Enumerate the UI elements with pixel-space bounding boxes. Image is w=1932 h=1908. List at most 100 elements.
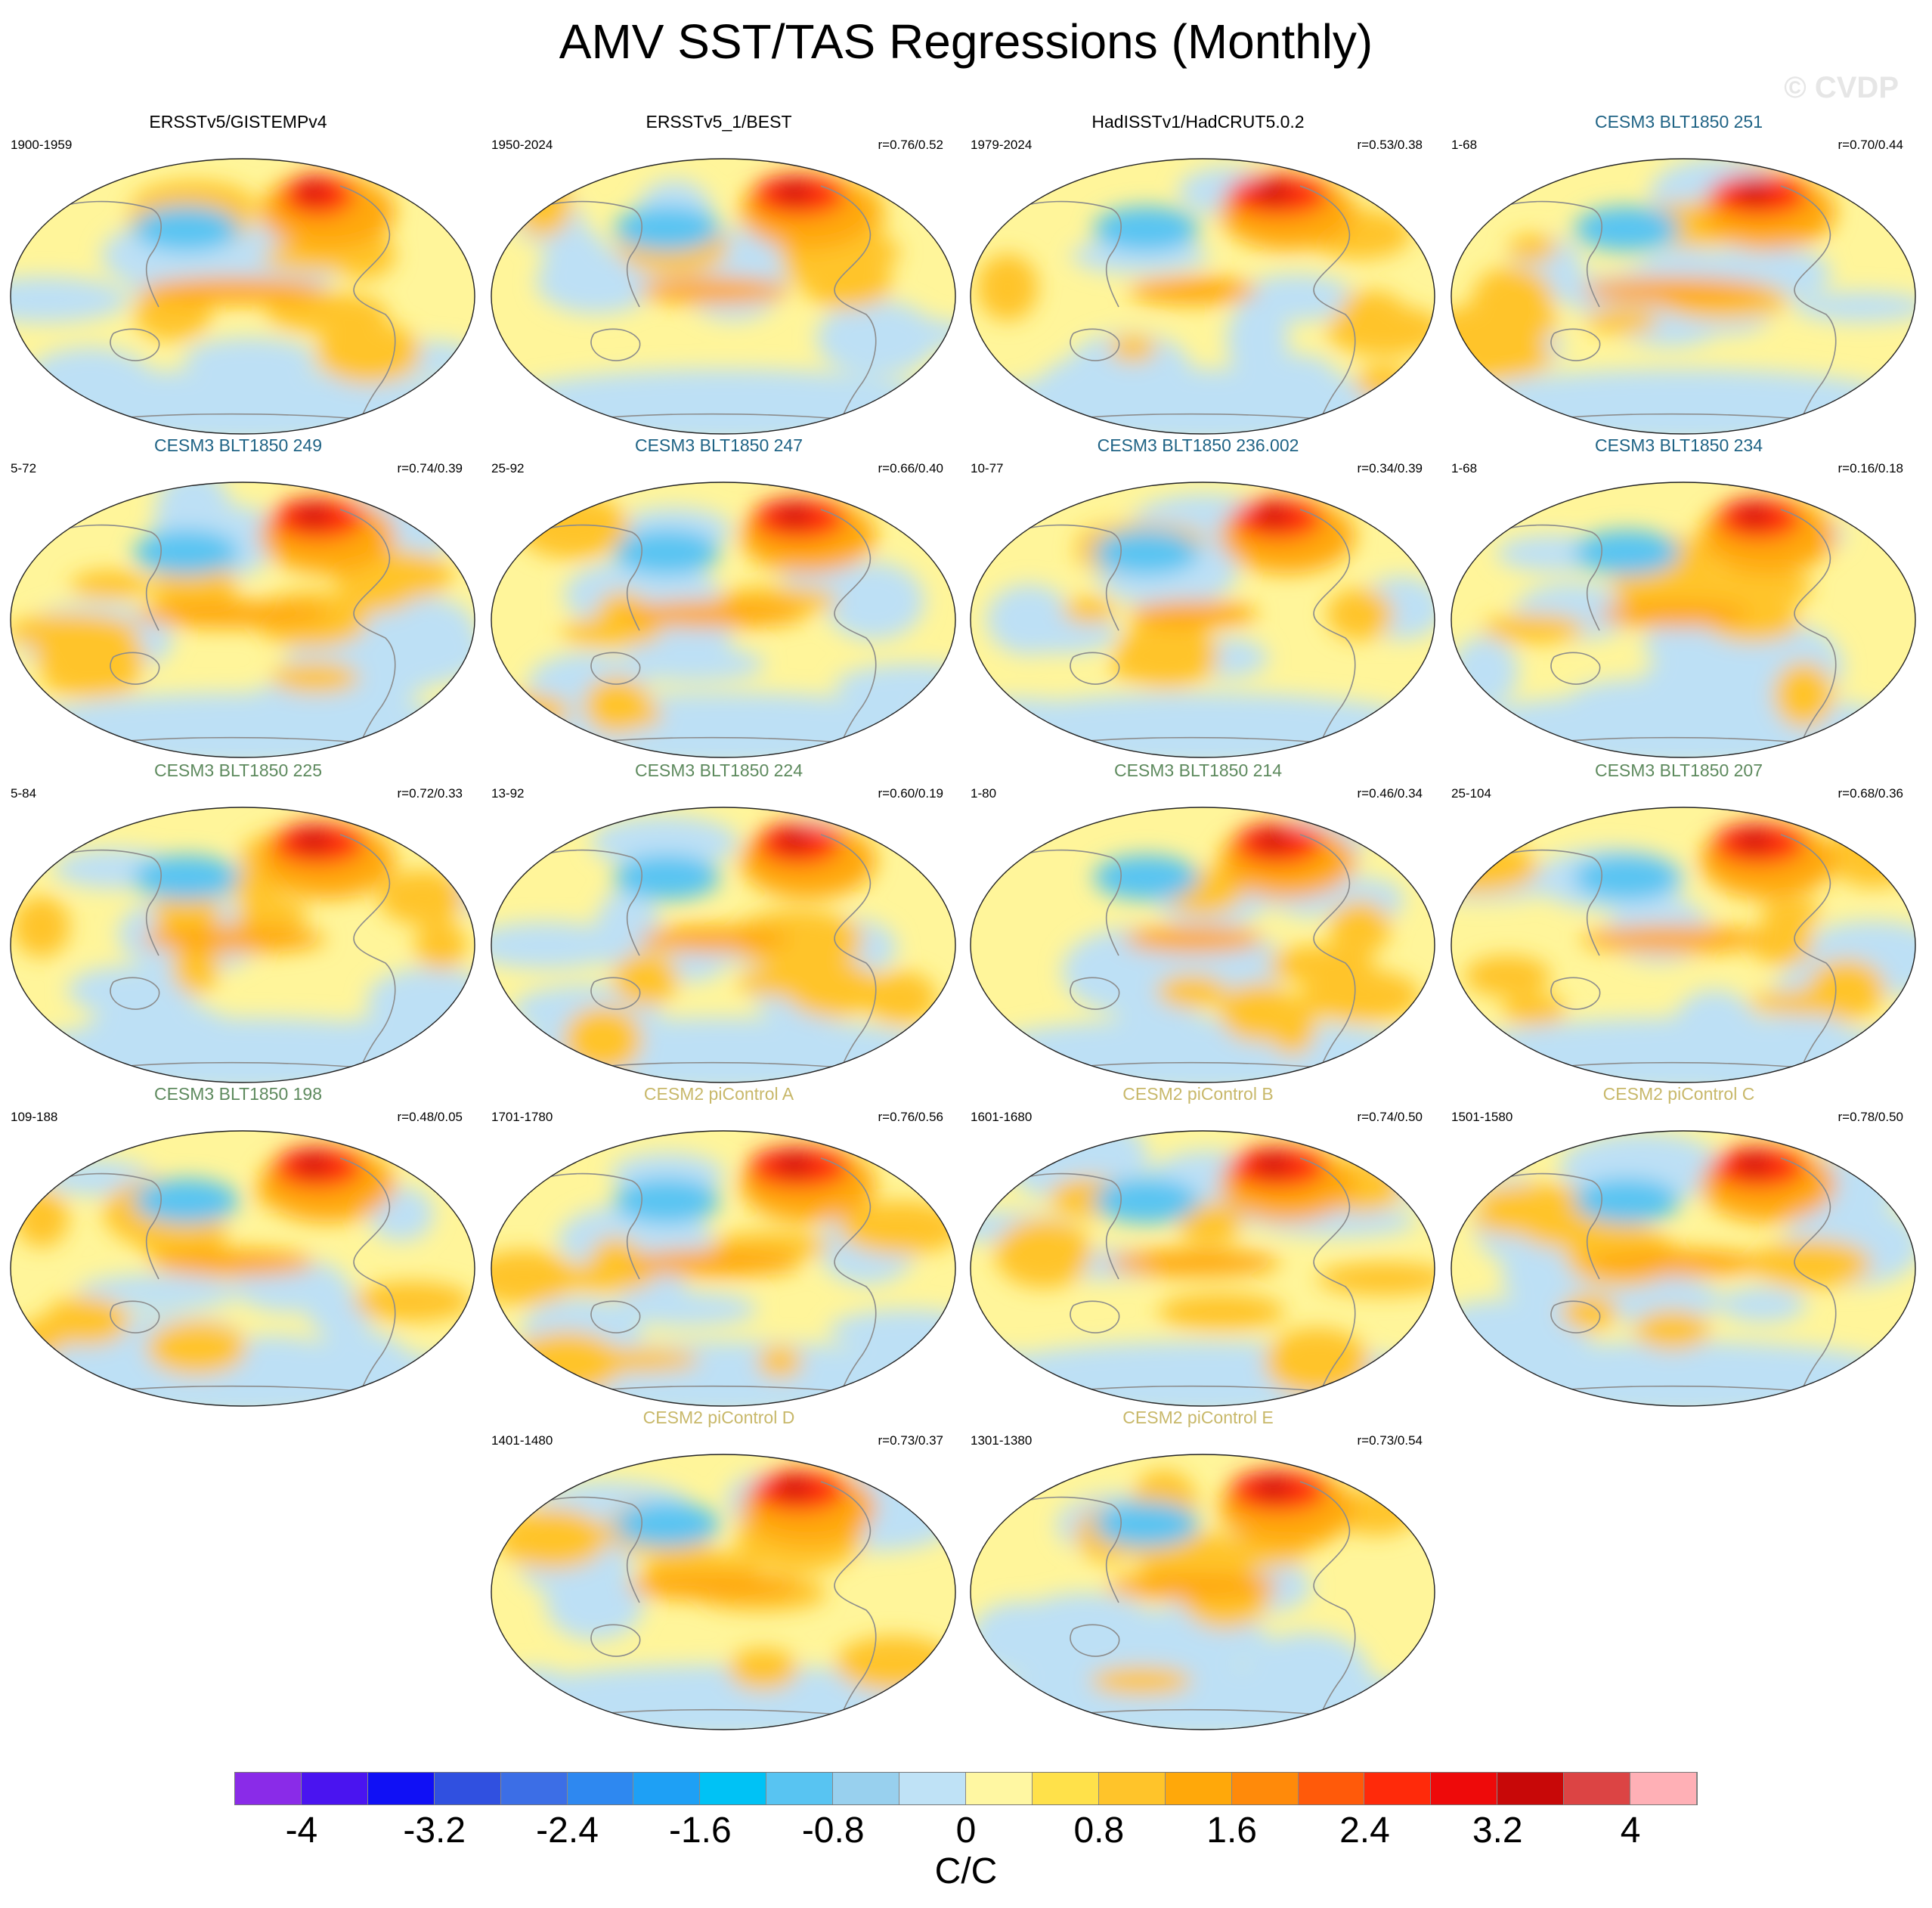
map-panel: HadISSTv1/HadCRUT5.0.2 1979-2024 r=0.53/0.… [960,112,1436,437]
warm-anomaly-patch [1090,1667,1192,1695]
panel-period: 1950-2024 [491,138,553,152]
panel-pattern-correlation: r=0.74/0.50 [1357,1110,1423,1124]
colorbar-tick-label: -1.6 [669,1810,732,1851]
map-panel: ERSSTv5_1/BEST 1950-2024 r=0.76/0.52 [481,112,957,437]
coastline-path [1550,1300,1601,1333]
regression-map [1451,1130,1916,1407]
cool-anomaly-patch [1238,274,1355,321]
panel-title: CESM2 piControl B [1122,1084,1274,1104]
colorbar-tick-label: -3.2 [403,1810,466,1851]
warm-anomaly-patch [172,941,220,994]
warm-anomaly-patch [1502,994,1567,1026]
colorbar-swatch [700,1773,767,1804]
panel-title: CESM3 BLT1850 225 [153,760,323,780]
regression-map [10,807,475,1083]
map-frame [10,482,475,758]
warm-anomaly-patch [1301,969,1421,1023]
colorbar-swatch [633,1773,701,1804]
regression-map [970,1454,1435,1730]
colorbar-swatch [833,1773,900,1804]
map-frame [10,1130,475,1407]
warm-anomaly-patch [1317,1262,1435,1296]
pacific-tongue [141,925,327,953]
coastline-path [533,1496,642,1603]
coastline-path [1012,1496,1122,1603]
coastline-path [1070,652,1120,685]
warm-anomaly-patch [1464,956,1551,997]
north-pacific-cool [133,854,240,900]
regression-map [1451,158,1916,435]
pacific-tongue [141,277,327,305]
colorbar-units: C/C [934,1851,998,1891]
map-panel: CESM2 piControl B 1601-1680 r=0.74/0.50 [960,1084,1436,1409]
coastline-path [427,185,450,215]
coastline-path [1868,834,1890,864]
colorbar-tick-label: -4 [285,1810,318,1851]
coastline-path [533,200,642,308]
panel-period: 1-68 [1451,138,1478,152]
panel-title: CESM3 BLT1850 224 [634,760,803,780]
north-pacific-cool [1574,529,1680,575]
panel-period: 1900-1959 [11,138,73,152]
warm-anomaly-patch [497,1508,608,1569]
warm-anomaly-patch [1062,597,1116,624]
regression-map [1451,482,1916,758]
cool-anomaly-patch [823,562,925,640]
pacific-tongue [1123,925,1264,953]
north-pacific-cool [614,1178,720,1224]
cool-anomaly-patch [546,1567,644,1640]
panel-title: CESM3 BLT1850 234 [1594,435,1763,455]
coastline-path [1387,1157,1410,1188]
pacific-tongue [638,277,790,305]
warm-anomaly-patch [785,959,880,1017]
panel-pattern-correlation: r=0.73/0.37 [878,1433,944,1448]
coastline-path [110,1300,160,1333]
north-pacific-cool [133,206,240,252]
coastline-path [52,524,162,631]
coastline-path [1012,200,1122,308]
panel-title: CESM2 piControl A [643,1084,794,1104]
colorbar-swatch [1364,1773,1432,1804]
warm-anomaly-patch [378,870,466,925]
warm-anomaly-patch [265,292,389,333]
coastline-path [908,509,930,539]
warm-anomaly-patch [564,1348,701,1373]
colorbar-tick-label: -0.8 [801,1810,865,1851]
north-pacific-cool [614,529,720,575]
coastline-path [1780,1157,1837,1397]
coastline-path [1550,652,1601,685]
coastline-path [1070,977,1120,1010]
panel-title: CESM3 BLT1850 236.002 [1097,435,1299,455]
coastline-path [1493,849,1602,956]
coastline-path [427,1157,450,1188]
coastline-path [1387,509,1410,539]
warm-anomaly-patch [491,1250,578,1306]
panel-pattern-correlation: r=0.16/0.18 [1838,461,1904,475]
north-atlantic-core [778,505,810,527]
colorbar-tick-label: -2.4 [536,1810,599,1851]
coastline-path [1550,977,1601,1010]
cvdp-credit: © CVDP [1784,71,1899,104]
pacific-tongue [621,600,807,628]
warm-anomaly-patch [728,1648,799,1690]
north-pacific-cool [1093,1178,1200,1224]
pacific-tongue [627,1572,801,1600]
panel-period: 1-80 [971,786,997,801]
map-frame [1451,1130,1916,1407]
regression-map [491,807,956,1083]
warm-anomaly-patch [234,896,308,934]
coastline-path [908,1157,930,1188]
cool-anomaly-patch [1719,1287,1807,1323]
coastline-path [52,200,162,308]
cool-anomaly-patch [1451,637,1519,707]
north-atlantic-core [1258,830,1289,852]
coastline-path [590,328,641,361]
north-pacific-cool [1093,529,1200,575]
panel-pattern-correlation: r=0.46/0.34 [1357,786,1423,801]
coastline-path [1299,185,1356,425]
warm-anomaly-patch [1109,335,1157,363]
coastline-path [1780,509,1837,748]
warm-anomaly-patch [14,1189,69,1247]
figure-title: AMV SST/TAS Regressions (Monthly) [559,14,1373,69]
colorbar-swatch [1231,1773,1299,1804]
